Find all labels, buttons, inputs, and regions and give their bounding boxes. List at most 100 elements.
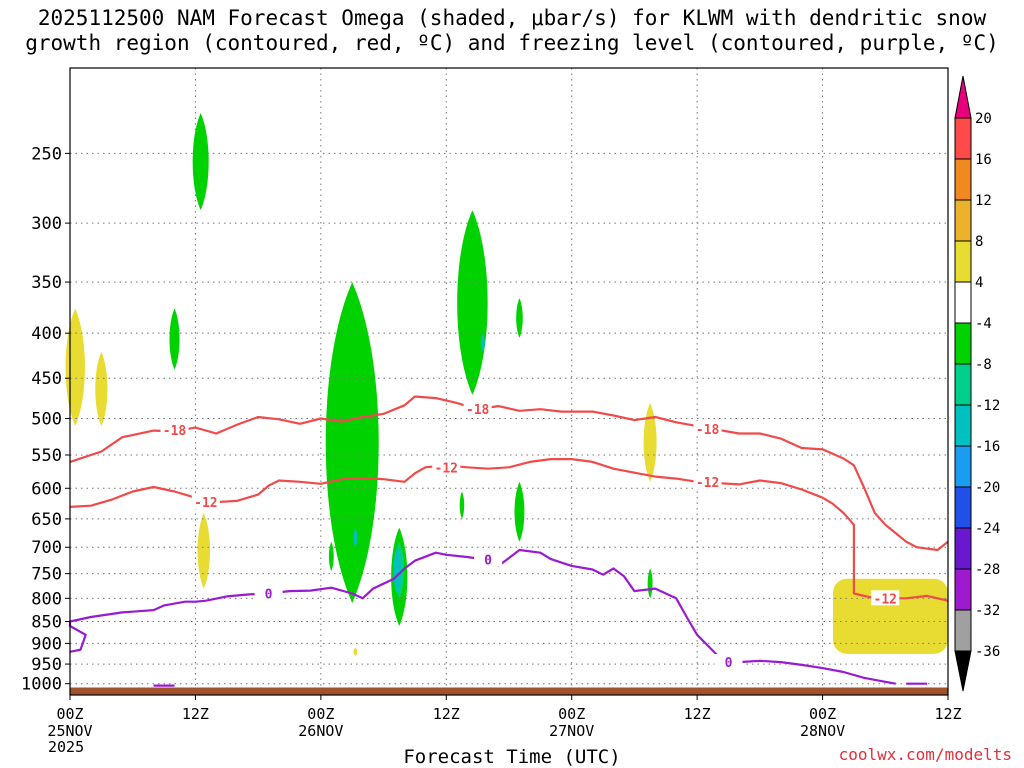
omega-region bbox=[647, 568, 653, 599]
omega-region bbox=[480, 333, 485, 352]
colorbar-box bbox=[954, 322, 972, 365]
omega-region bbox=[514, 481, 525, 542]
x-tick-label: 00Z bbox=[809, 705, 836, 723]
colorbar-box bbox=[954, 240, 972, 283]
contour-label-bg bbox=[693, 421, 722, 437]
omega-region bbox=[459, 491, 465, 519]
colorbar-box bbox=[954, 281, 972, 324]
colorbar-label: 16 bbox=[975, 152, 992, 168]
contour-labels: -18 -18 -18 -12 -12 -12 -12 0 0 0 bbox=[160, 401, 900, 671]
x-date-label: 25NOV bbox=[47, 722, 92, 740]
dgz-contour bbox=[69, 395, 949, 552]
y-tick-label: 700 bbox=[31, 538, 62, 558]
omega-region bbox=[95, 351, 108, 427]
x-tick-label: 12Z bbox=[433, 705, 460, 723]
y-tick-label: 600 bbox=[31, 479, 62, 499]
plot-area bbox=[70, 68, 948, 695]
contour-label: -18 bbox=[696, 423, 720, 438]
x-axis-title: Forecast Time (UTC) bbox=[403, 746, 621, 768]
y-tick-label: 750 bbox=[31, 565, 62, 585]
y-tick-label: 300 bbox=[31, 214, 62, 234]
colorbar-label: -36 bbox=[975, 644, 1000, 660]
colorbar-label: -12 bbox=[975, 398, 1000, 414]
y-tick-label: 650 bbox=[31, 510, 62, 530]
y-tick-label: 450 bbox=[31, 369, 62, 389]
chart-title: 2025112500 NAM Forecast Omega (shaded, μ… bbox=[0, 6, 1024, 56]
omega-region bbox=[353, 527, 358, 548]
year-label: 2025 bbox=[48, 738, 85, 756]
x-date-label: 28NOV bbox=[800, 722, 845, 740]
dgz-contour bbox=[69, 458, 949, 602]
colorbar-label: -20 bbox=[975, 480, 1000, 496]
contour-label-bg bbox=[871, 590, 900, 606]
colorbar-label: 8 bbox=[975, 234, 983, 250]
contour-label: 0 bbox=[265, 588, 273, 603]
omega-region bbox=[192, 113, 209, 211]
colorbar-box bbox=[954, 527, 972, 570]
y-tick-label: 350 bbox=[31, 273, 62, 293]
colorbar-box bbox=[954, 609, 972, 652]
omega-region bbox=[325, 282, 379, 604]
colorbar-label: -4 bbox=[975, 316, 992, 332]
y-tick-label: 900 bbox=[31, 634, 62, 654]
omega-region bbox=[457, 210, 488, 395]
colorbar-box bbox=[954, 486, 972, 529]
x-date-label: 26NOV bbox=[298, 722, 343, 740]
y-tick-label: 1000 bbox=[21, 675, 62, 695]
colorbar-box bbox=[954, 445, 972, 488]
title-line-2: growth region (contoured, red, ºC) and f… bbox=[25, 31, 999, 55]
credit-link[interactable]: coolwx.com/modelts bbox=[838, 745, 1012, 764]
colorbar-box bbox=[954, 117, 972, 160]
omega-region bbox=[197, 512, 211, 589]
contour-label-bg bbox=[191, 494, 220, 510]
contour-label: 0 bbox=[484, 554, 492, 569]
colorbar-arrow-top bbox=[954, 75, 972, 119]
y-tick-label: 850 bbox=[31, 613, 62, 633]
x-date-label: 27NOV bbox=[549, 722, 594, 740]
x-tick-label: 12Z bbox=[182, 705, 209, 723]
omega-region bbox=[516, 298, 523, 338]
contour-label-bg bbox=[474, 551, 503, 567]
colorbar-label: 4 bbox=[975, 275, 983, 291]
omega-region bbox=[833, 578, 948, 654]
colorbar-box bbox=[954, 568, 972, 611]
omega-region bbox=[353, 647, 358, 656]
colorbar-label: 20 bbox=[975, 111, 992, 127]
colorbar-label: -24 bbox=[975, 521, 1000, 537]
plot-frame bbox=[69, 67, 949, 696]
contour-label: -12 bbox=[194, 496, 217, 511]
terrain-band bbox=[70, 687, 948, 695]
contour-label: -12 bbox=[435, 461, 458, 476]
colorbar-box bbox=[954, 158, 972, 201]
omega-region bbox=[643, 402, 657, 482]
omega-region bbox=[393, 547, 401, 594]
colorbar-box bbox=[954, 363, 972, 406]
colorbar-label: 12 bbox=[975, 193, 992, 209]
contour-label: -18 bbox=[466, 403, 490, 418]
y-tick-label: 500 bbox=[31, 410, 62, 430]
colorbar: 20 16 12 8 4 -4 -8 -12 -16 -20 -24 -28 -32 -36 bbox=[954, 75, 1000, 692]
omega-shading bbox=[65, 113, 948, 656]
y-tick-label: 950 bbox=[31, 655, 62, 675]
contour-label-bg bbox=[463, 401, 492, 417]
colorbar-label: -8 bbox=[975, 357, 992, 373]
x-tick-label: 00Z bbox=[558, 705, 585, 723]
contour-label-bg bbox=[693, 473, 722, 489]
y-tick-label: 800 bbox=[31, 589, 62, 609]
contour-label: -12 bbox=[696, 476, 719, 491]
x-tick-label: 00Z bbox=[307, 705, 334, 723]
contour-label: -18 bbox=[163, 424, 187, 439]
omega-region bbox=[328, 541, 334, 572]
contour-label-bg bbox=[714, 654, 743, 670]
contour-label: 0 bbox=[725, 656, 733, 671]
x-tick-label: 12Z bbox=[934, 705, 961, 723]
colorbar-arrow-bottom bbox=[954, 650, 972, 692]
y-axis: 2503003504004505005506006507007508008509… bbox=[21, 144, 70, 695]
contour-label: -12 bbox=[874, 592, 897, 607]
colorbar-box bbox=[954, 199, 972, 242]
x-tick-label: 00Z bbox=[56, 705, 83, 723]
colorbar-label: -28 bbox=[975, 562, 1000, 578]
gridlines bbox=[70, 68, 948, 695]
